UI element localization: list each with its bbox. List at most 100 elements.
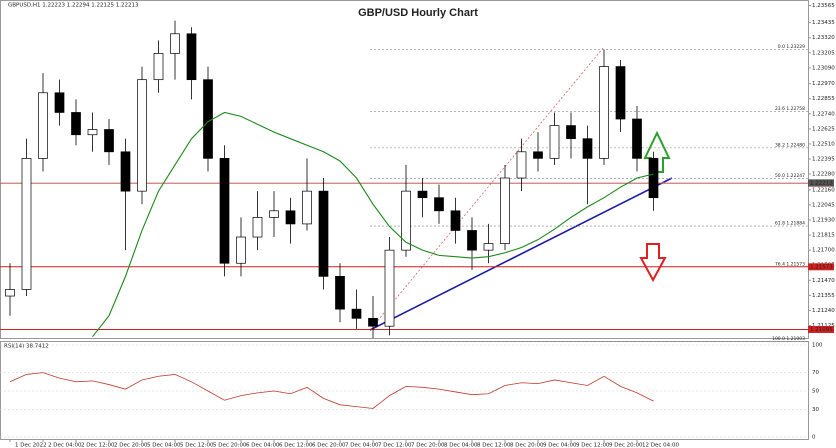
level-label: 1.21095 [810,327,833,333]
rsi-panel [0,341,809,440]
moving-average [92,111,654,338]
candle-body [566,125,576,140]
candle-body [38,92,48,159]
x-tick-label: 8 Dec 20:00 [510,443,544,448]
y-tick-label: 1.22395 [812,157,835,163]
current-price-label: 1.22213 [810,180,833,186]
candle-body [170,33,180,54]
main-panel [0,0,809,339]
y-tick-label: 1.23090 [812,65,835,71]
candle-body [252,217,263,238]
rsi-line [9,372,654,409]
x-tick-label: 7 Dec 04:00 [345,443,379,448]
rsi-tick-label: 100 [812,343,823,349]
level-box [808,325,834,333]
y-tick-label: 1.21930 [812,217,835,223]
symbol-info: GBPUSD,H1 1.22223 1.22294 1.22125 1.2221… [8,3,139,9]
candle-body [401,190,411,251]
y-tick-label: 1.22625 [812,126,835,132]
level-box [808,263,834,271]
rsi-tick-label: 50 [812,389,819,395]
candle-body [87,129,98,136]
y-tick-label: 1.23435 [812,20,835,26]
candle-body [186,33,197,81]
fib-label: 100.0 1.21003 [772,336,805,342]
fib-label: 38.2 1.22480 [775,142,805,148]
y-tick-label: 1.21355 [812,293,835,299]
candle-body [599,66,609,159]
x-tick-label: 7 Dec 20:00 [411,443,445,448]
candle-body [335,276,345,310]
candle-body [219,158,230,264]
y-tick-label: 1.22740 [812,111,835,117]
y-tick-label: 1.21470 [812,278,835,284]
down-arrow [639,243,667,283]
candle-body [318,190,329,277]
candle-body [632,118,642,159]
candle-body [5,289,15,297]
y-tick-label: 1.22510 [812,141,835,147]
fib-label: 23.6 1.22758 [775,106,805,112]
level-label: 1.21573 [810,264,833,270]
candle-body [500,177,510,244]
x-tick-label: 6 Dec 20:00 [312,443,346,448]
x-tick-label: 6 Dec 04:00 [246,443,280,448]
chart-title: GBP/USD Hourly Chart [358,7,478,19]
rsi-tick-label: 0 [812,435,816,441]
y-tick-label: 1.22280 [812,172,835,178]
x-tick-label: 8 Dec 04:00 [444,443,478,448]
candle-body [269,210,279,218]
y-tick-label: 1.22045 [812,202,835,208]
y-tick-label: 1.23205 [812,50,835,56]
y-tick-label: 1.22970 [812,81,835,87]
candle-body [434,197,444,212]
candle-body [467,230,477,251]
candle-body [582,138,593,159]
x-tick-label: 7 Dec 12:00 [378,443,412,448]
x-tick-label: 9 Dec 20:00 [609,443,643,448]
x-tick-label: 1 Dec 2022 [15,443,47,448]
candle-body [302,190,312,225]
candle-body [450,210,461,231]
y-tick-label: 1.21700 [812,248,835,254]
fib-label: 76.4 1.21573 [775,261,805,267]
rsi-label: RSI(14) 38.7412 [4,344,49,350]
rsi-tick-label: 70 [812,370,819,376]
y-tick-label: 1.23565 [812,3,835,9]
rsi-tick-label: 30 [812,407,819,413]
candle-body [533,151,543,159]
candle-body [137,79,147,192]
candle-body [615,66,626,120]
x-tick-label: 9 Dec 12:00 [576,443,610,448]
candle-body [285,210,296,225]
fib-diagonal [369,47,604,331]
candle-body [236,236,246,264]
y-tick-label: 1.22160 [812,187,835,193]
candle-body [203,79,213,159]
candle-body [549,125,560,159]
current-price-box [808,179,834,187]
x-tick-label: 6 Dec 12:00 [279,443,313,448]
candle-body [54,92,65,113]
candle-body [368,317,378,327]
y-tick-label: 1.23320 [812,35,835,41]
x-tick-label: 5 Dec 12:00 [180,443,214,448]
candle-body [516,151,527,179]
x-tick-label: 9 Dec 04:00 [543,443,577,448]
y-tick-label: 1.21240 [812,308,835,314]
fib-label: 61.8 1.21884 [775,221,805,227]
candle-body [120,151,131,192]
y-tick-label: 1.22855 [812,96,835,102]
x-tick-label: 2 Dec 20:00 [114,443,148,448]
x-tick-label: 2 Dec 04:00 [48,443,82,448]
fib-label: 0.0 1.23229 [778,44,805,50]
candle-body [384,249,395,327]
x-tick-label: 2 Dec 12:00 [81,443,115,448]
candle-body [104,129,114,153]
x-tick-label: 12 Dec 04:00 [642,443,679,448]
trend-line [369,177,673,331]
candle-body [351,308,362,319]
x-tick-label: 5 Dec 04:00 [147,443,181,448]
candle-body [417,190,428,199]
